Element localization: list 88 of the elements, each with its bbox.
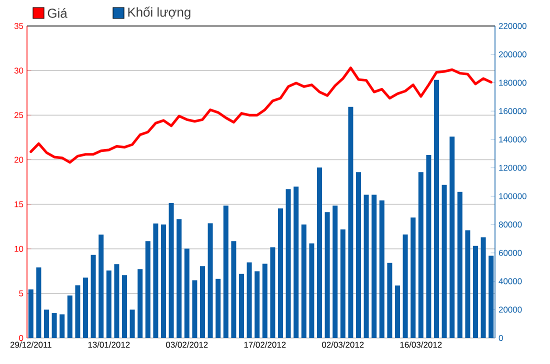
x-tick-label: 13/01/2012 xyxy=(88,342,130,348)
bar xyxy=(317,168,322,338)
bar xyxy=(60,314,65,338)
line-series xyxy=(30,66,492,164)
bar xyxy=(44,310,50,338)
bar xyxy=(410,217,416,338)
x-tick-label: 17/02/2012 xyxy=(244,342,286,348)
bar xyxy=(301,224,306,338)
bar xyxy=(176,219,182,338)
y-tick-label: 25 xyxy=(14,112,24,118)
y-tick-label: 15 xyxy=(14,201,24,208)
y2-tick-label: 40000 xyxy=(498,278,522,284)
bar xyxy=(434,80,440,338)
bar xyxy=(168,202,174,338)
y-tick-label: 0 xyxy=(19,335,24,341)
bar xyxy=(114,264,120,338)
bar xyxy=(340,229,346,338)
y2-tick-label: 100000 xyxy=(499,193,526,200)
bar xyxy=(83,278,88,338)
bar xyxy=(332,206,338,338)
bar xyxy=(90,254,96,338)
bar xyxy=(372,194,377,338)
bar xyxy=(364,194,369,338)
bar xyxy=(138,269,143,338)
bar xyxy=(309,243,314,338)
bar xyxy=(324,212,330,338)
bar xyxy=(239,274,244,338)
bar xyxy=(387,262,392,338)
bar xyxy=(246,262,252,338)
bar xyxy=(480,237,486,338)
bar xyxy=(457,192,462,338)
bar xyxy=(270,247,276,338)
bar xyxy=(402,234,408,338)
bar xyxy=(200,266,206,338)
bar xyxy=(286,189,291,338)
bar xyxy=(465,230,470,338)
y2-tick-label: 160000 xyxy=(499,108,526,114)
bar xyxy=(473,246,478,338)
y2-tick-label: 0 xyxy=(498,335,503,341)
bar xyxy=(254,271,260,338)
y2-tick-label: 180000 xyxy=(499,80,526,86)
bar xyxy=(145,241,150,338)
bar xyxy=(52,313,57,338)
bar xyxy=(450,136,455,338)
x-tick-label: 03/02/2012 xyxy=(166,342,208,348)
bar xyxy=(278,208,284,338)
y2-tick-label: 80000 xyxy=(498,222,522,228)
bar xyxy=(98,234,104,338)
bar xyxy=(67,295,72,338)
bar xyxy=(28,289,34,338)
y-tick-label: 35 xyxy=(14,23,24,29)
bar xyxy=(161,224,166,338)
y-tick-label: 5 xyxy=(19,290,24,296)
bar xyxy=(348,106,354,338)
x-tick-label: 16/03/2012 xyxy=(400,342,442,348)
bar xyxy=(356,172,362,338)
bar xyxy=(122,275,128,338)
y2-tick-label: 120000 xyxy=(499,164,526,171)
bar xyxy=(223,206,228,338)
bar xyxy=(442,184,447,338)
bar xyxy=(216,278,221,338)
bar xyxy=(418,172,424,338)
bar xyxy=(426,155,432,338)
y-tick-label: 10 xyxy=(14,246,24,252)
x-tick-label: 29/12/2011 xyxy=(10,342,52,348)
legend-label: Khối lượng xyxy=(128,6,190,20)
bar xyxy=(192,280,198,338)
y-tick-label: 30 xyxy=(14,68,24,74)
bar xyxy=(208,223,213,338)
bar xyxy=(184,248,190,338)
y2-tick-label: 220000 xyxy=(498,23,526,29)
x-tick-label: 02/03/2012 xyxy=(322,342,364,348)
bar xyxy=(231,241,236,338)
bar xyxy=(262,264,268,338)
bar xyxy=(75,285,80,338)
y2-tick-label: 60000 xyxy=(498,250,522,256)
bar xyxy=(153,224,158,338)
bar xyxy=(106,270,112,338)
bar xyxy=(36,267,42,338)
bar xyxy=(294,186,299,338)
y2-tick-label: 140000 xyxy=(499,136,526,142)
y2-tick-label: 200000 xyxy=(498,51,526,58)
legend-label: Giá xyxy=(48,8,68,18)
y2-tick-label: 20000 xyxy=(498,306,522,313)
bar xyxy=(379,200,384,338)
bar xyxy=(395,286,400,338)
bar xyxy=(130,310,135,338)
y-tick-label: 20 xyxy=(14,156,24,163)
